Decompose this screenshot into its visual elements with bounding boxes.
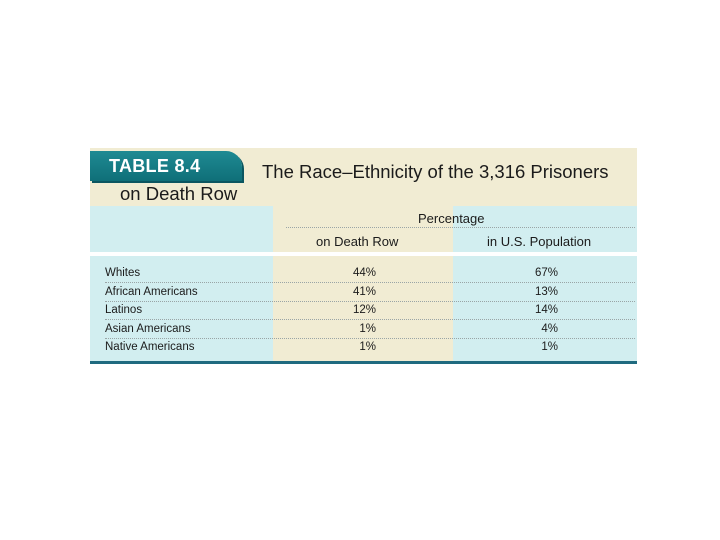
table-number: TABLE 8.4: [109, 156, 201, 176]
row-divider: [105, 282, 635, 283]
row-label-asian-americans: Asian Americans: [105, 323, 191, 335]
header-rule: [90, 252, 637, 256]
row-divider: [105, 319, 635, 320]
row-label-african-americans: African Americans: [105, 286, 198, 298]
death-row-value: 44%: [352, 267, 376, 279]
percentage-group-header: Percentage: [418, 211, 485, 226]
population-value: 14%: [534, 304, 558, 316]
row-divider: [105, 338, 635, 339]
row-divider: [105, 301, 635, 302]
population-column-background: [453, 206, 637, 362]
death-row-value: 41%: [352, 286, 376, 298]
label-column-background: [90, 206, 273, 362]
death-row-value: 1%: [359, 341, 376, 353]
row-label-native-americans: Native Americans: [105, 341, 195, 353]
death-row-value: 1%: [359, 323, 376, 335]
table-figure: TABLE 8.4 The Race–Ethnicity of the 3,31…: [90, 148, 637, 366]
header-divider: [286, 227, 635, 228]
population-value: 4%: [541, 323, 558, 335]
population-value: 67%: [534, 267, 558, 279]
population-value: 1%: [541, 341, 558, 353]
column-header-death-row: on Death Row: [316, 234, 399, 249]
death-row-value: 12%: [352, 304, 376, 316]
column-header-population: in U.S. Population: [487, 234, 592, 249]
table-number-tab: TABLE 8.4: [90, 151, 242, 181]
row-label-latinos: Latinos: [105, 304, 143, 316]
table-bottom-rule: [90, 361, 637, 364]
row-label-whites: Whites: [105, 267, 141, 279]
population-value: 13%: [534, 286, 558, 298]
death-row-column-background: [273, 206, 453, 362]
table-title-line2: on Death Row: [120, 183, 238, 204]
table-title-line1: The Race–Ethnicity of the 3,316 Prisoner…: [262, 161, 609, 182]
